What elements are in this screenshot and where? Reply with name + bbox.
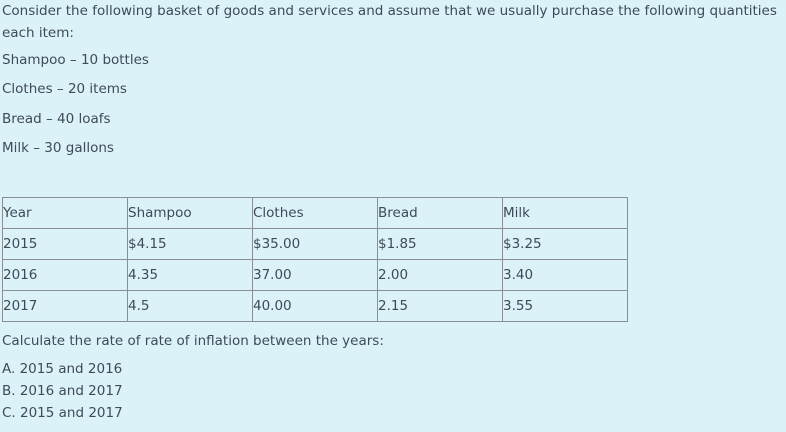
cell: 37.00 (252, 259, 378, 291)
header-cell: Milk (502, 197, 628, 229)
cell: 2.15 (377, 290, 503, 322)
cell: 4.5 (127, 290, 253, 322)
header-cell: Shampoo (127, 197, 253, 229)
cell: $35.00 (252, 228, 378, 260)
cell: 3.40 (502, 259, 628, 291)
header-row: Year Shampoo Clothes Bread Milk (2, 197, 628, 229)
header-cell: Bread (377, 197, 503, 229)
cell: 2015 (2, 228, 128, 260)
item: Clothes – 20 items (2, 81, 127, 97)
question: Calculate the rate of rate of inflation … (2, 333, 384, 349)
cell: $3.25 (502, 228, 628, 260)
row: 2015 $4.15 $35.00 $1.85 $3.25 (2, 228, 628, 260)
cell: $1.85 (377, 228, 503, 260)
header-cell: Year (2, 197, 128, 229)
header-cell: Clothes (252, 197, 378, 229)
row: 2017 4.5 40.00 2.15 3.55 (2, 290, 628, 322)
intro: Consider the following basket of goods a… (2, 3, 777, 41)
cell: 2.00 (377, 259, 503, 291)
row: 2016 4.35 37.00 2.00 3.40 (2, 259, 628, 291)
cell: 2017 (2, 290, 128, 322)
cell: 3.55 (502, 290, 628, 322)
item: Milk – 30 gallons (2, 140, 114, 156)
cell: 4.35 (127, 259, 253, 291)
cell: 2016 (2, 259, 128, 291)
item: Bread – 40 loafs (2, 111, 111, 127)
item: Shampoo – 10 bottles (2, 52, 149, 68)
option: B. 2016 and 2017 (2, 383, 123, 399)
cell: 40.00 (252, 290, 378, 322)
option: C. 2015 and 2017 (2, 405, 123, 421)
table: Year Shampoo Clothes Bread Milk 2015 $4.15 $35.… (2, 197, 628, 322)
cell: $4.15 (127, 228, 253, 260)
option: A. 2015 and 2016 (2, 361, 123, 377)
